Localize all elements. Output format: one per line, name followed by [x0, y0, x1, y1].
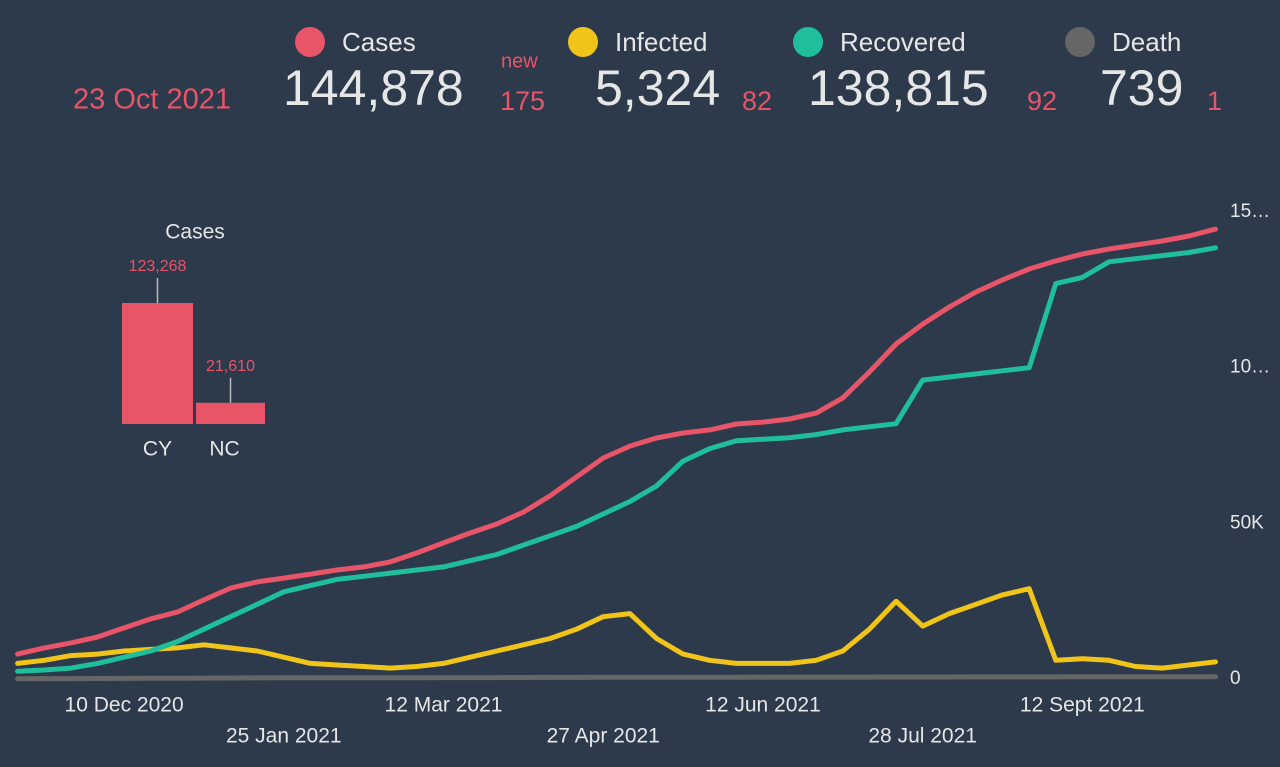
stat-total: 144,878	[283, 60, 464, 116]
stat-new: 92	[1027, 86, 1057, 116]
stat-new: 175	[500, 86, 545, 116]
series-line	[15, 245, 1218, 674]
legend-label: Death	[1112, 27, 1181, 57]
x-tick-label: 27 Apr 2021	[547, 725, 660, 748]
legend-dot	[568, 27, 598, 57]
stat-new: 82	[742, 86, 772, 116]
x-tick-label: 25 Jan 2021	[226, 725, 342, 748]
inset-title: Cases	[165, 221, 225, 244]
bar-category-label: NC	[209, 438, 239, 461]
x-tick-label: 28 Jul 2021	[868, 725, 977, 748]
bar-category-label: CY	[143, 438, 172, 461]
legend-dot	[793, 27, 823, 57]
bar-value-label: 21,610	[206, 358, 255, 375]
stat-total: 739	[1100, 60, 1183, 116]
series-line	[15, 586, 1218, 671]
series-line	[15, 226, 1218, 657]
bar-value-label: 123,268	[129, 258, 187, 275]
series-line	[15, 674, 1218, 682]
legend-dot	[295, 27, 325, 57]
x-tick-label: 12 Mar 2021	[385, 694, 503, 717]
legend-dot	[1065, 27, 1095, 57]
stat-total: 138,815	[808, 60, 989, 116]
y-tick-label: 50K	[1230, 512, 1264, 533]
bar	[122, 303, 193, 424]
date: 23 Oct 2021	[73, 84, 231, 116]
stat-total: 5,324	[595, 60, 720, 116]
legend-label: Infected	[615, 27, 708, 57]
x-tick-label: 12 Sept 2021	[1020, 694, 1145, 717]
bar	[196, 402, 265, 424]
y-tick-label: 15…	[1230, 201, 1270, 222]
y-tick-label: 10…	[1230, 357, 1270, 378]
new-label: new	[501, 50, 538, 72]
stat-new: 1	[1207, 86, 1222, 116]
legend-label: Cases	[342, 27, 416, 57]
x-tick-label: 10 Dec 2020	[65, 694, 184, 717]
x-tick-label: 12 Jun 2021	[705, 694, 821, 717]
y-tick-label: 0	[1230, 668, 1241, 689]
legend-label: Recovered	[840, 27, 966, 57]
